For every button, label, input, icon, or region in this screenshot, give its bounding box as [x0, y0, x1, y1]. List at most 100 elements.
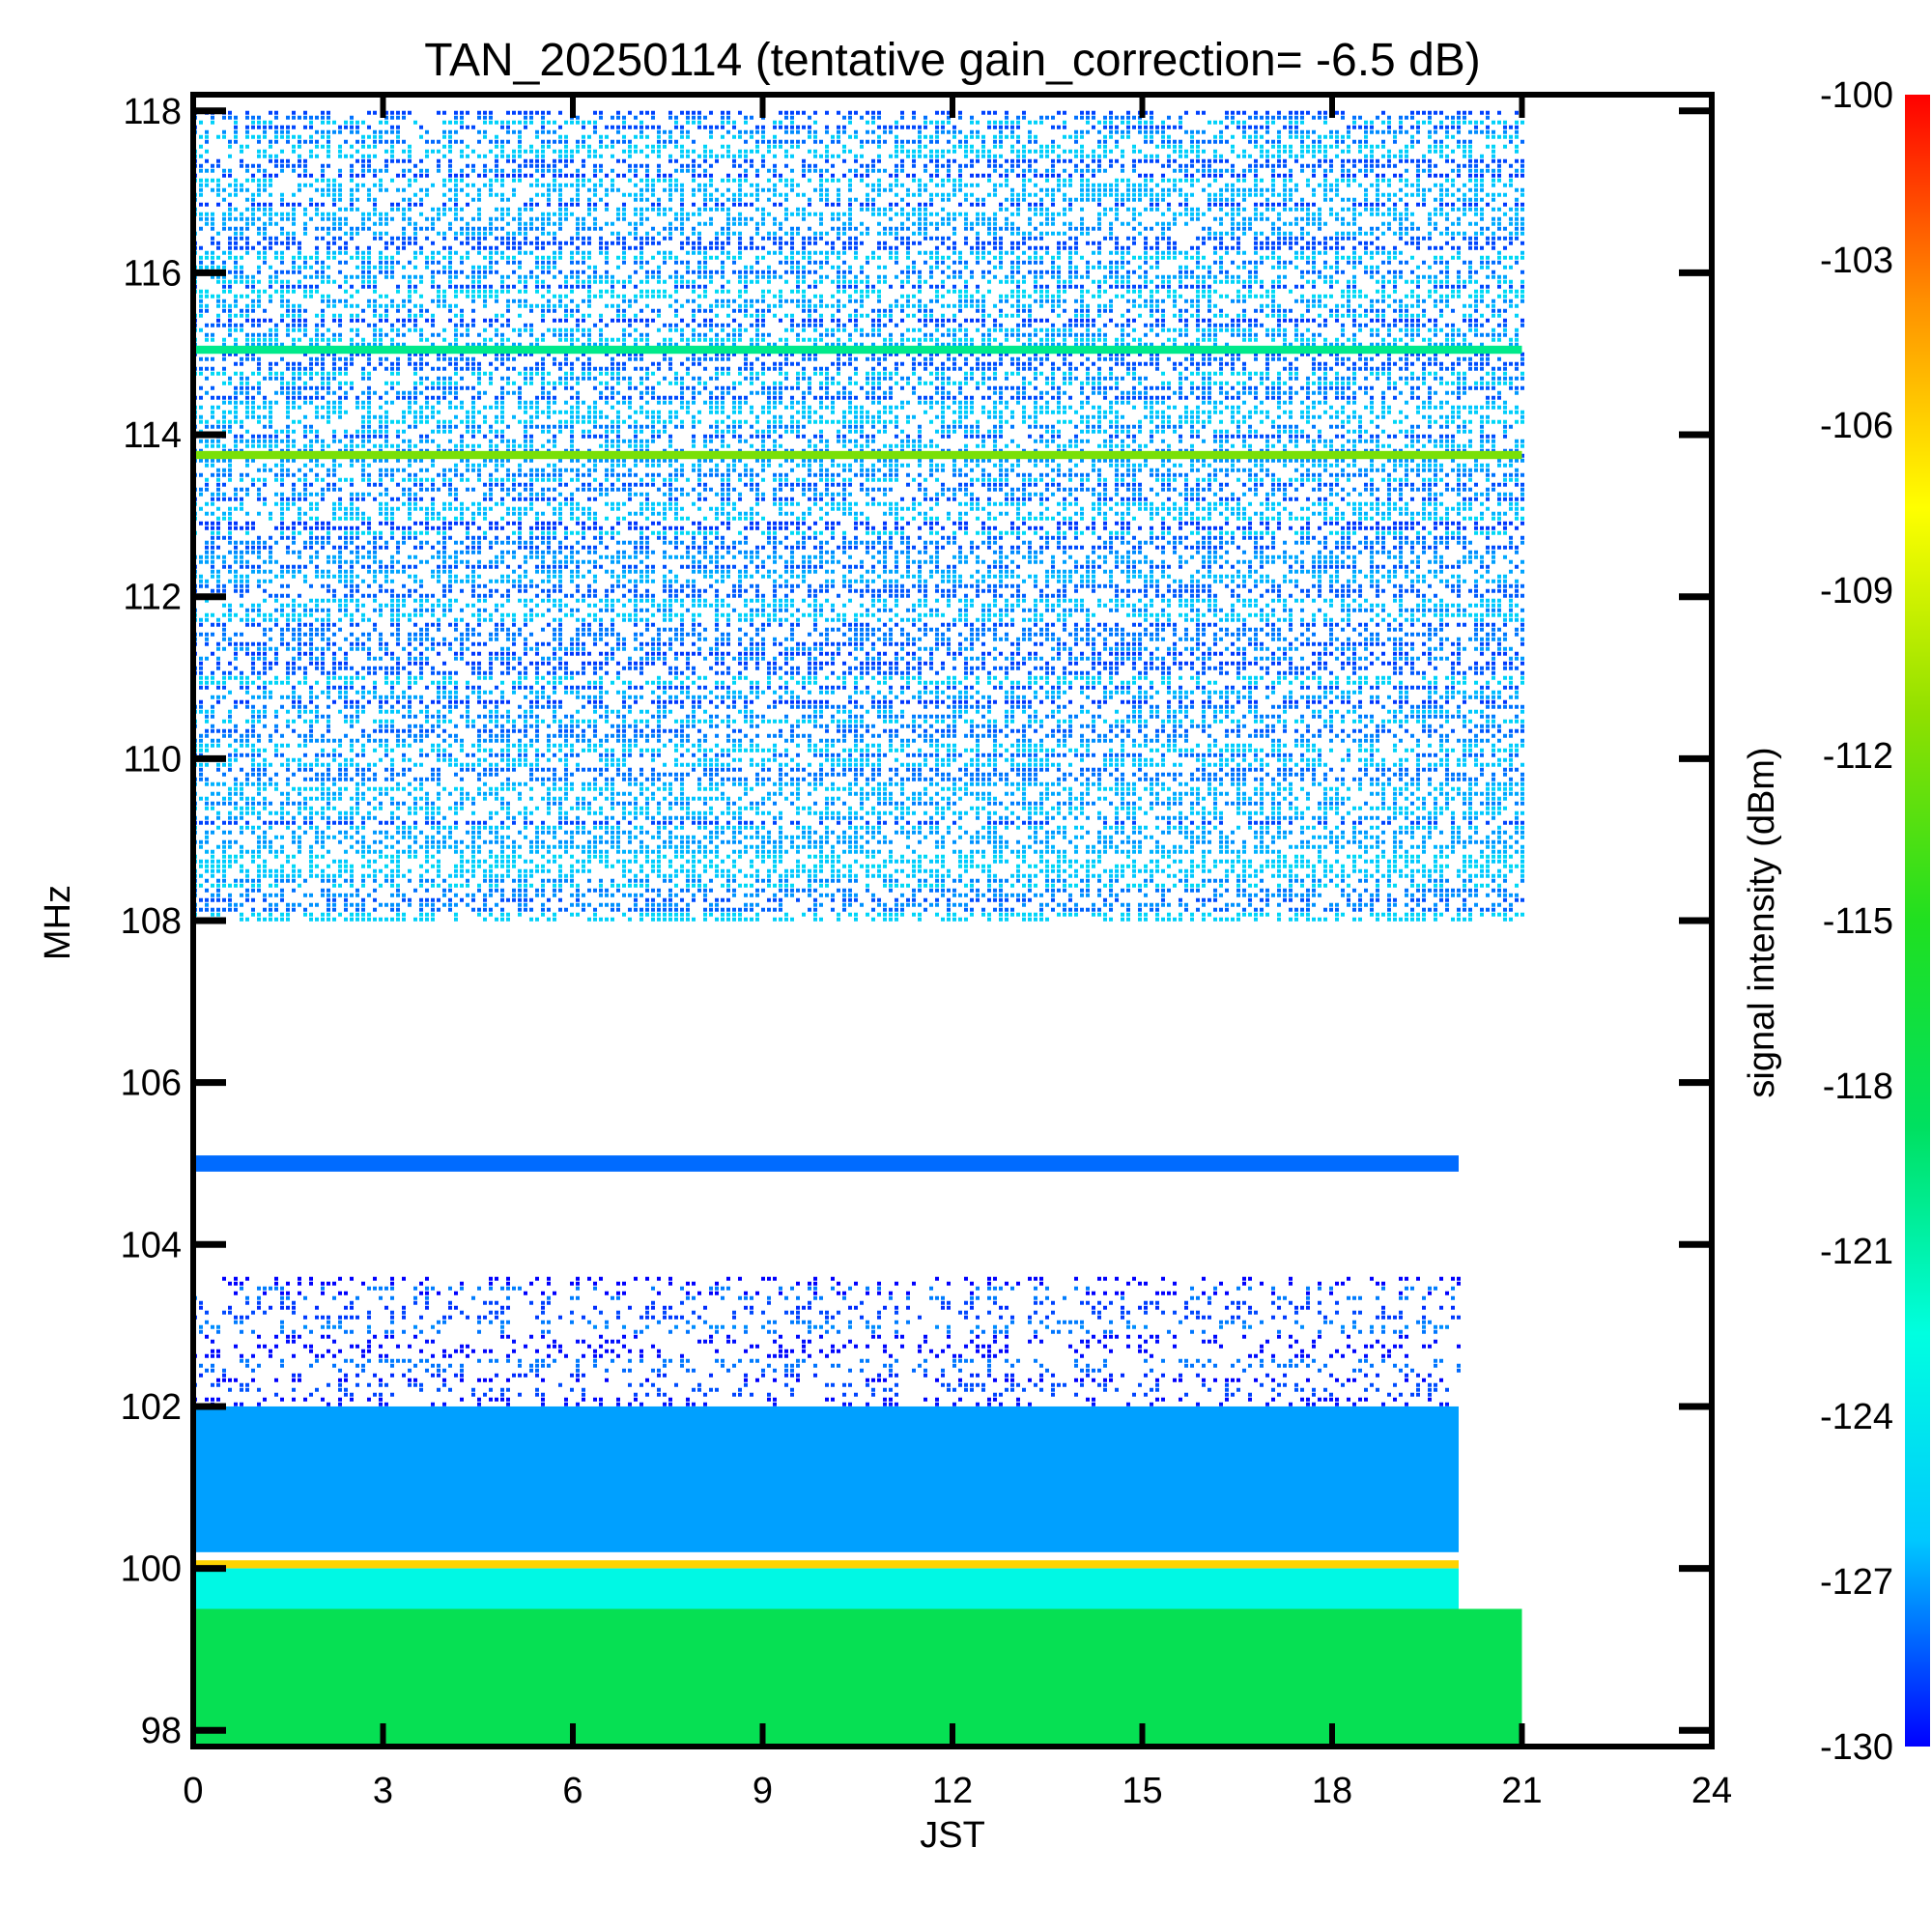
band-speckle-row [194, 289, 1524, 294]
x-tick-label: 12 [932, 1771, 973, 1811]
band-speckle-row [194, 564, 1519, 569]
band-speckle-row [199, 559, 1524, 564]
band-speckle-row [205, 550, 1519, 554]
y-tick-label: 104 [121, 1225, 182, 1265]
band-speckle-row [205, 1320, 1432, 1324]
x-tick-label: 3 [373, 1771, 393, 1811]
band-speckle-row [194, 753, 1519, 757]
band-speckle-row [205, 443, 1524, 448]
band-speckle-row [216, 810, 1524, 815]
band-speckle-row [194, 245, 1507, 250]
band-speckle-row [199, 772, 1524, 777]
band-speckle-row [194, 212, 1519, 216]
band-fill [194, 1560, 1459, 1569]
band-speckle-row [194, 806, 1507, 810]
band-speckle-row [194, 163, 1524, 168]
band-speckle-row [199, 226, 1524, 231]
band-speckle-row [234, 1344, 1461, 1349]
band-speckle-row [199, 1305, 1455, 1310]
band-speckle-row [194, 617, 1524, 622]
band-speckle-row [194, 366, 1519, 371]
band-speckle-row [194, 207, 1524, 212]
band-speckle-row [199, 294, 1524, 298]
band-speckle-row [194, 893, 1519, 897]
band-speckle-row [211, 535, 1524, 540]
band-speckle-row [194, 868, 1524, 873]
band-speckle-row [199, 680, 1524, 685]
heatmap-band [194, 110, 1524, 922]
heatmap-band [194, 1560, 1459, 1569]
band-speckle-row [194, 588, 1519, 593]
band-speckle-row [194, 501, 1519, 506]
band-speckle-row [194, 917, 1513, 922]
band-speckle-row [194, 637, 1524, 641]
band-speckle-row [194, 883, 1519, 888]
x-tick-label: 24 [1691, 1771, 1732, 1811]
band-speckle-row [194, 125, 1519, 129]
band-speckle-row [194, 738, 1524, 743]
heatmap-band [194, 1608, 1522, 1746]
band-speckle-row [194, 719, 1524, 724]
band-fill [194, 1406, 1459, 1552]
x-tick-label: 6 [562, 1771, 582, 1811]
band-speckle-row [194, 318, 1524, 323]
colorbar [1905, 95, 1930, 1747]
band-speckle-row [222, 400, 1507, 405]
band-speckle-row [194, 1382, 1437, 1387]
band-speckle-row [199, 1300, 1339, 1305]
band-speckle-row [205, 526, 1519, 530]
heatmap-band [194, 1155, 1459, 1172]
band-speckle-row [194, 801, 1524, 806]
band-speckle-row [199, 579, 1519, 583]
band-speckle-row [194, 574, 1507, 579]
band-speckle-row [194, 878, 1524, 883]
band-speckle-row [205, 540, 1524, 545]
band-speckle-row [194, 757, 1513, 762]
heatmap-band [194, 450, 1522, 460]
band-speckle-row [194, 888, 1507, 893]
band-speckle-row [194, 902, 1513, 907]
band-speckle-row [194, 670, 1524, 675]
band-speckle-row [194, 250, 1524, 255]
band-speckle-row [194, 516, 1524, 521]
band-speckle-row [234, 361, 1524, 366]
colorbar-tick-label: -121 [1820, 1232, 1893, 1272]
x-tick-label: 18 [1312, 1771, 1352, 1811]
band-speckle-row [194, 414, 1524, 419]
x-tick-label: 15 [1122, 1771, 1162, 1811]
band-speckle-row [205, 221, 1524, 226]
band-speckle-row [194, 583, 1524, 588]
band-speckle-row [216, 646, 1513, 651]
band-speckle-row [199, 183, 1513, 187]
chart-title: TAN_20250114 (tentative gain_correction=… [424, 35, 1481, 86]
band-speckle-row [199, 120, 1524, 125]
band-speckle-row [199, 255, 1524, 260]
band-speckle-row [194, 743, 1524, 748]
band-speckle-row [194, 265, 1513, 270]
band-speckle-row [199, 260, 1519, 265]
band-speckle-row [228, 1281, 1461, 1286]
band-speckle-row [205, 835, 1524, 839]
band-speckle-row [194, 704, 1524, 709]
band-speckle-row [194, 815, 1519, 820]
band-speckle-row [194, 472, 1524, 477]
band-speckle-row [194, 313, 1519, 318]
band-speckle-row [194, 632, 1519, 637]
band-speckle-row [194, 554, 1507, 559]
colorbar-tick-label: -127 [1820, 1562, 1893, 1603]
band-speckle-row [194, 873, 1524, 878]
band-speckle-row [199, 1324, 1449, 1329]
band-speckle-row [199, 134, 1519, 139]
band-speckle-row [194, 497, 1524, 501]
y-axis-label: MHz [38, 885, 78, 960]
band-speckle-row [194, 608, 1524, 612]
band-speckle-row [194, 173, 1524, 178]
band-speckle-row [194, 1295, 1455, 1300]
band-speckle-row [194, 748, 1519, 753]
band-speckle-row [194, 434, 1507, 439]
band-speckle-row [194, 274, 1507, 279]
band-speckle-row [199, 506, 1524, 511]
band-speckle-row [199, 675, 1524, 680]
colorbar-tick-label: -112 [1823, 736, 1893, 777]
band-speckle-row [205, 1334, 1408, 1339]
